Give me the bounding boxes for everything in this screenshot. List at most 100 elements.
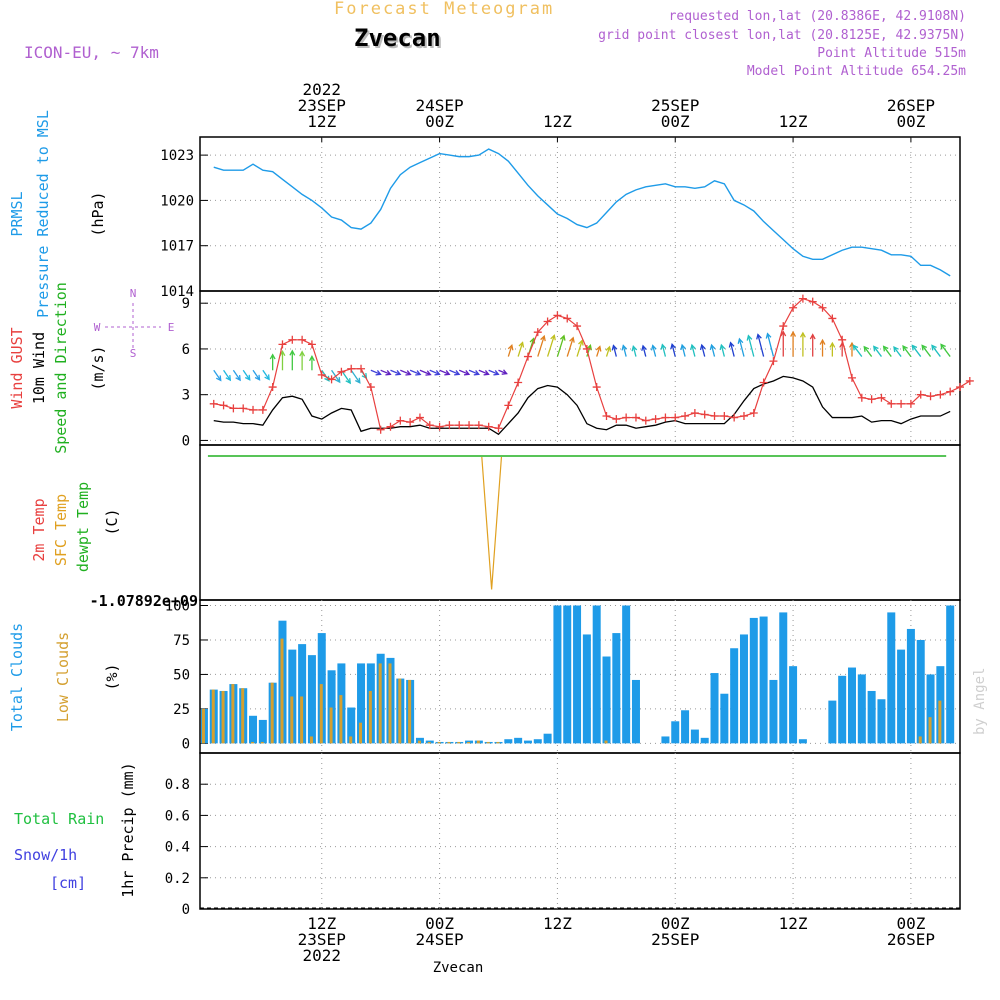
total-cloud-bar <box>887 612 896 744</box>
wind-arrow-head <box>225 375 232 382</box>
wind-arrow-head <box>559 334 566 341</box>
wind-arrow-head <box>902 345 908 352</box>
pressure-unit: (hPa) <box>89 191 107 236</box>
wind-gust-marker <box>386 422 395 431</box>
wind-arrow-head <box>586 344 593 351</box>
wind-gust-marker <box>455 421 464 430</box>
total-cloud-bar <box>720 693 729 744</box>
temp-ylabel-2m: 2m Temp <box>30 498 48 561</box>
info-model-altitude: Model Point Altitude 654.25m <box>746 64 966 79</box>
precip-ytick-label: 0.4 <box>165 840 190 856</box>
low-cloud-bar <box>604 740 608 744</box>
wind-ytick-label: 6 <box>182 342 190 358</box>
total-cloud-bar <box>946 605 955 744</box>
wind-arrow-head <box>355 377 361 384</box>
wind-arrow-shaft <box>223 369 231 381</box>
pressure-ytick-label: 1014 <box>160 284 194 300</box>
wind-arrow-head <box>882 345 889 352</box>
wind-arrow-shaft <box>517 342 524 357</box>
pressure-ylabel-1: Pressure Reduced to MSL <box>34 110 52 318</box>
wind-arrow-shaft <box>449 369 460 375</box>
temp-unit: (C) <box>103 508 121 535</box>
precip-ytick-label: 0.8 <box>165 777 190 793</box>
wind-gust-marker <box>533 328 542 337</box>
wind-gust-line <box>213 297 971 431</box>
wind-gust-marker <box>700 410 709 419</box>
wind-gust-marker <box>317 370 326 379</box>
wind-arrow-shaft <box>439 369 450 375</box>
wind-gust-marker <box>631 413 640 422</box>
clouds-ytick-label: 100 <box>165 599 190 615</box>
legend-snow-unit: [cm] <box>50 874 86 892</box>
wind-arrow-head <box>483 370 490 376</box>
wind-arrow-shaft <box>766 333 775 357</box>
wind-arrow-shaft <box>661 344 667 357</box>
wind-gust-marker <box>661 413 670 422</box>
low-cloud-bar <box>201 708 205 744</box>
total-cloud-bar <box>906 628 915 744</box>
wind-ytick-label: 9 <box>182 296 190 312</box>
bottom-time-label: 00Z <box>896 914 925 933</box>
wind-gust-marker <box>445 421 454 430</box>
wind-arrow-shaft <box>729 342 735 357</box>
wind-arrow-head <box>809 333 816 340</box>
wind-arrow-head <box>790 330 797 337</box>
wind-arrow-head <box>405 370 412 376</box>
wind-gust-marker <box>936 390 945 399</box>
wind-arrow-head <box>660 343 667 350</box>
footer-location: Zvecan <box>433 960 484 976</box>
low-cloud-bar <box>309 736 313 744</box>
total-cloud-bar <box>514 737 523 744</box>
total-cloud-bar <box>916 639 925 744</box>
wind-arrow-head <box>385 370 392 376</box>
wind-arrow-shaft <box>612 345 617 357</box>
wind-arrow-shaft <box>546 335 555 357</box>
temp-bottom-tick-label: -1.07892e+09 <box>90 592 198 610</box>
total-cloud-bar <box>681 710 690 744</box>
wind-gust-marker <box>357 364 366 373</box>
wind-gust-marker <box>258 405 267 414</box>
low-cloud-bar <box>251 741 255 744</box>
wind-arrow-head <box>756 333 762 340</box>
wind-gust-marker <box>239 404 248 413</box>
cloud-bars <box>201 605 955 744</box>
wind-gust-marker <box>828 314 837 323</box>
wind-unit: (m/s) <box>89 345 107 390</box>
low-cloud-bar <box>280 638 284 744</box>
total-cloud-bar <box>298 644 307 744</box>
temp-ylabel-sfc: SFC Temp <box>52 494 70 566</box>
top-time-label: 12Z <box>779 112 808 131</box>
low-cloud-bar <box>260 741 264 744</box>
wind-arrow-shaft <box>478 369 489 375</box>
wind-gust-marker <box>288 335 297 344</box>
total-cloud-bar <box>622 605 631 744</box>
total-cloud-bar <box>690 729 699 744</box>
low-cloud-bar <box>457 741 461 744</box>
wind-gust-marker <box>592 383 601 392</box>
wind-arrow-shaft <box>488 369 499 375</box>
wind-gust-marker <box>425 421 434 430</box>
wind-arrow-shaft <box>893 346 902 357</box>
low-cloud-bar <box>928 717 932 744</box>
low-cloud-bar <box>319 684 323 744</box>
wind-arrow-shaft <box>507 345 513 357</box>
wind-arrow-shaft <box>852 345 863 357</box>
wind-arrow-shaft <box>710 344 716 357</box>
top-time-label: 23SEP <box>298 96 346 115</box>
info-requested-lonlat: requested lon,lat (20.8386E, 42.9108N) <box>668 9 966 24</box>
wind-arrow-shaft <box>605 346 611 357</box>
wind-gust-marker <box>563 314 572 323</box>
total-cloud-bar <box>631 679 640 744</box>
wind-arrow-head <box>493 370 500 376</box>
bottom-time-label: 00Z <box>661 914 690 933</box>
total-cloud-bar <box>926 674 935 744</box>
wind-arrow-shaft <box>873 346 882 357</box>
wind-arrow-head <box>921 344 928 351</box>
wind-gust-marker <box>465 421 474 430</box>
wind-arrow-head <box>605 345 612 352</box>
wind-arrow-shaft <box>537 335 545 357</box>
wind-gust-marker <box>484 422 493 431</box>
total-cloud-bar <box>867 690 876 744</box>
low-cloud-bar <box>437 741 441 744</box>
